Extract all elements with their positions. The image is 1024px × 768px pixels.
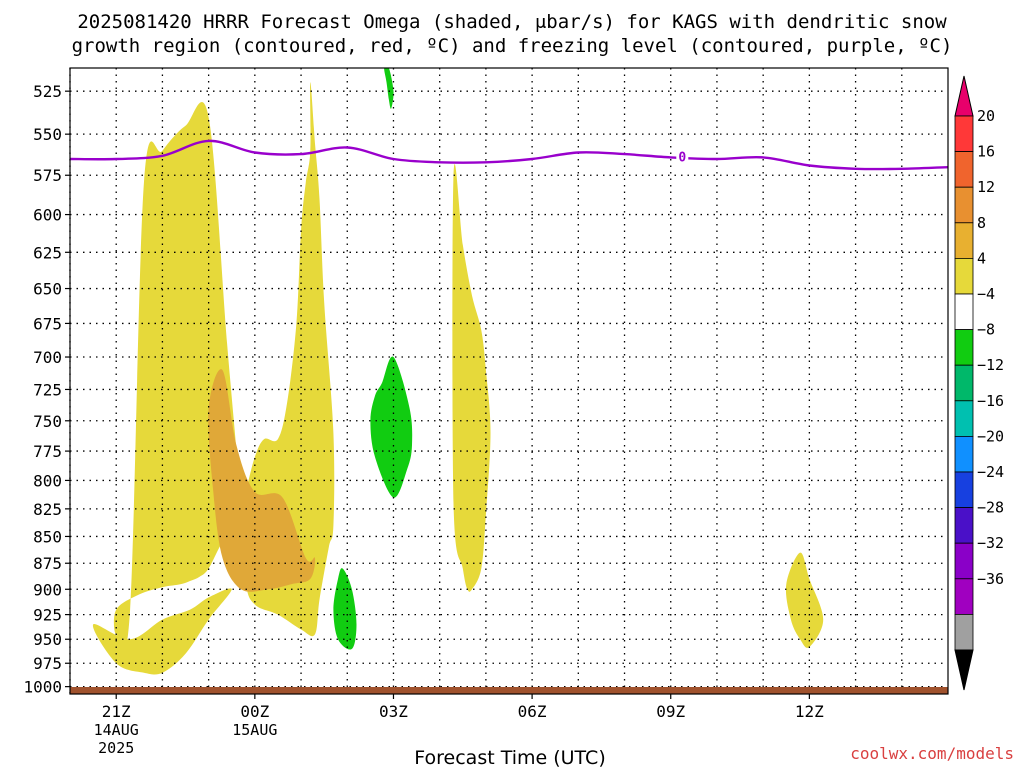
y-tick-label: 900 [33,580,62,599]
omega-region-7 [333,568,357,650]
colorbar-label: −16 [977,392,1004,410]
omega-region-4 [785,552,824,648]
colorbar-band [954,400,974,437]
y-tick-label: 700 [33,348,62,367]
colorbar-band [954,614,974,651]
colorbar-band [954,507,974,544]
y-tick-label: 575 [33,166,62,185]
ground-surface [70,687,948,694]
colorbar-label: 8 [977,214,986,232]
y-tick-label: 850 [33,527,62,546]
colorbar-label: 20 [977,107,995,125]
y-tick-label: 550 [33,125,62,144]
x-tick-label: 12Z [795,702,824,721]
colorbar-label: −4 [977,285,995,303]
colorbar-label: 12 [977,178,995,196]
plot-frame [69,67,949,695]
colorbar-label: −28 [977,499,1004,517]
y-tick-label: 950 [33,630,62,649]
x-tick-label: 09Z [656,702,685,721]
y-tick-label: 750 [33,412,62,431]
omega-region-5 [208,369,316,592]
y-tick-label: 925 [33,606,62,625]
colorbar-band [954,542,974,580]
colorbar-label: −36 [977,570,1004,588]
colorbar-band [954,222,974,259]
omega-region-6 [370,356,413,498]
y-tick-label: 825 [33,500,62,519]
colorbar-band [954,293,974,330]
x-axis-title: Forecast Time (UTC) [414,747,605,768]
x-tick-label: 21Z [102,702,131,721]
y-tick-label: 975 [33,654,62,673]
credit-label: coolwx.com/models [850,744,1014,763]
chart-title-line-2: growth region (contoured, red, ºC) and f… [72,35,953,57]
x-date-label: 15AUG [232,721,277,739]
x-tick-label: 06Z [518,702,547,721]
y-tick-label: 600 [33,206,62,225]
y-tick-label: 725 [33,380,62,399]
omega-region-2 [92,588,232,675]
chart-title-line-1: 2025081420 HRRR Forecast Omega (shaded, … [77,11,947,33]
colorbar-band [954,364,974,402]
colorbar-bottom-arrow [954,649,974,691]
colorbar-band [954,471,974,508]
colorbar-label: −32 [977,534,1004,552]
colorbar-label: −8 [977,321,995,339]
colorbar-band [954,257,974,295]
colorbar: 20 16 12 8 4 −4 −8 −12 −16 −20 −24 −28 −32 −36 [954,75,1004,691]
colorbar-band [954,329,974,366]
x-date-label: 14AUG [94,721,139,739]
colorbar-band [954,186,974,224]
colorbar-band [954,115,974,152]
y-tick-label: 650 [33,280,62,299]
y-tick-label: 1000 [23,678,62,697]
freezing-label-bg [676,149,689,164]
y-tick-label: 875 [33,554,62,573]
omega-region-3 [452,163,491,592]
freezing-contour-label: 0 [678,150,686,165]
y-tick-label: 775 [33,442,62,461]
x-year-label: 2025 [98,739,134,757]
y-tick-label: 800 [33,471,62,490]
colorbar-label: 4 [977,249,986,267]
y-tick-label: 625 [33,243,62,262]
x-tick-label: 00Z [240,702,269,721]
y-tick-label: 525 [33,82,62,101]
x-tick-label: 03Z [379,702,408,721]
freezing-level-contour: 0 [69,139,949,171]
colorbar-band [954,151,974,188]
y-tick-label: 675 [33,314,62,333]
colorbar-label: 16 [977,143,995,161]
y-axis-ticks: 525 550 575 600 625 650 675 700 725 750 775 800 825 8… [23,82,70,697]
omega-region-8 [384,68,394,109]
freezing-level-line [69,139,949,171]
colorbar-label: −20 [977,427,1004,445]
colorbar-band [954,578,974,615]
colorbar-band [954,435,974,473]
colorbar-label: −24 [977,463,1004,481]
colorbar-label: −12 [977,356,1004,374]
